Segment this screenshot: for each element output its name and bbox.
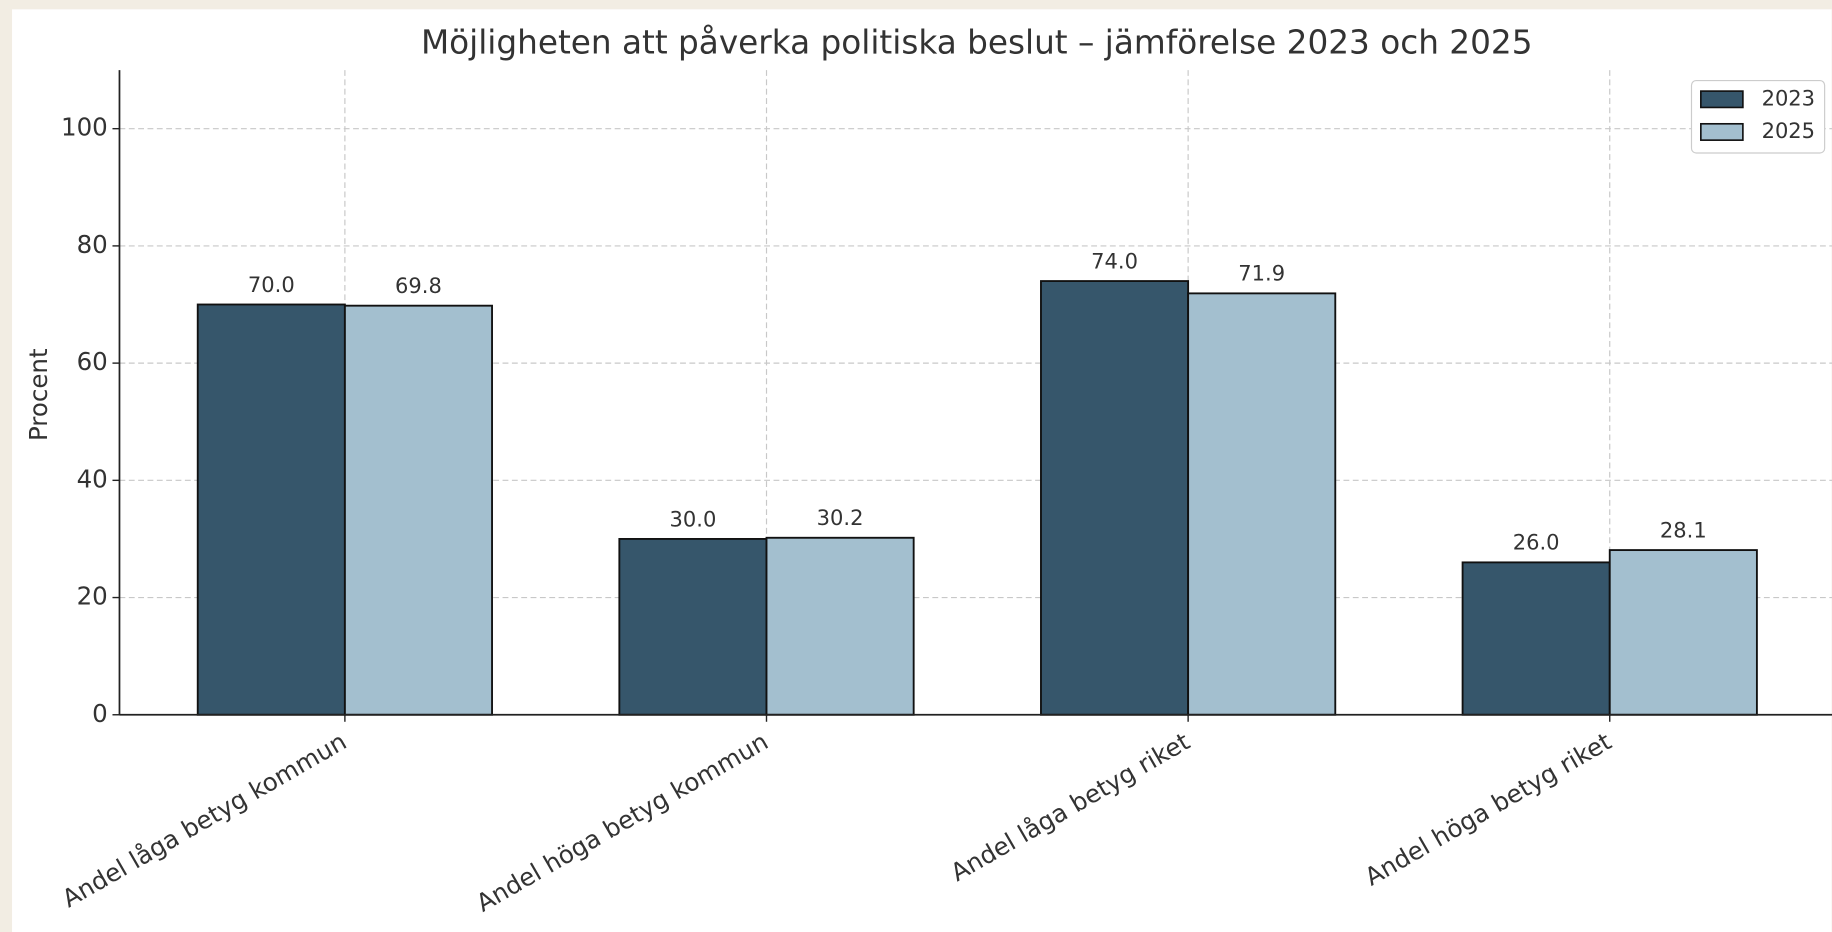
bar xyxy=(1608,549,1758,716)
bar xyxy=(1461,561,1611,716)
bar xyxy=(1040,280,1190,716)
data-label: 30.0 xyxy=(670,506,717,531)
data-label: 71.9 xyxy=(1238,261,1285,286)
legend-swatch xyxy=(1700,90,1744,109)
bar xyxy=(618,538,768,716)
data-label: 28.1 xyxy=(1660,517,1707,542)
data-label: 70.0 xyxy=(248,272,295,297)
legend-label: 2023 xyxy=(1762,85,1815,110)
y-tick-label: 60 xyxy=(77,347,108,376)
legend-swatch xyxy=(1700,122,1744,141)
data-label: 74.0 xyxy=(1091,248,1138,273)
data-label: 30.2 xyxy=(817,505,864,530)
bar xyxy=(1187,292,1337,716)
data-label: 26.0 xyxy=(1513,530,1560,555)
y-tick-label: 40 xyxy=(77,464,108,493)
y-tick-label: 80 xyxy=(77,230,108,259)
bar xyxy=(196,303,346,716)
data-label: 69.8 xyxy=(395,273,442,298)
y-tick-label: 0 xyxy=(92,699,108,728)
bar xyxy=(765,536,915,716)
chart-title: Möjligheten att påverka politiska beslut… xyxy=(421,23,1533,61)
y-tick-label: 20 xyxy=(77,582,108,611)
y-axis-label: Procent xyxy=(24,348,53,441)
y-tick-label: 100 xyxy=(61,113,108,142)
bar xyxy=(343,304,493,716)
legend-label: 2025 xyxy=(1762,118,1815,143)
